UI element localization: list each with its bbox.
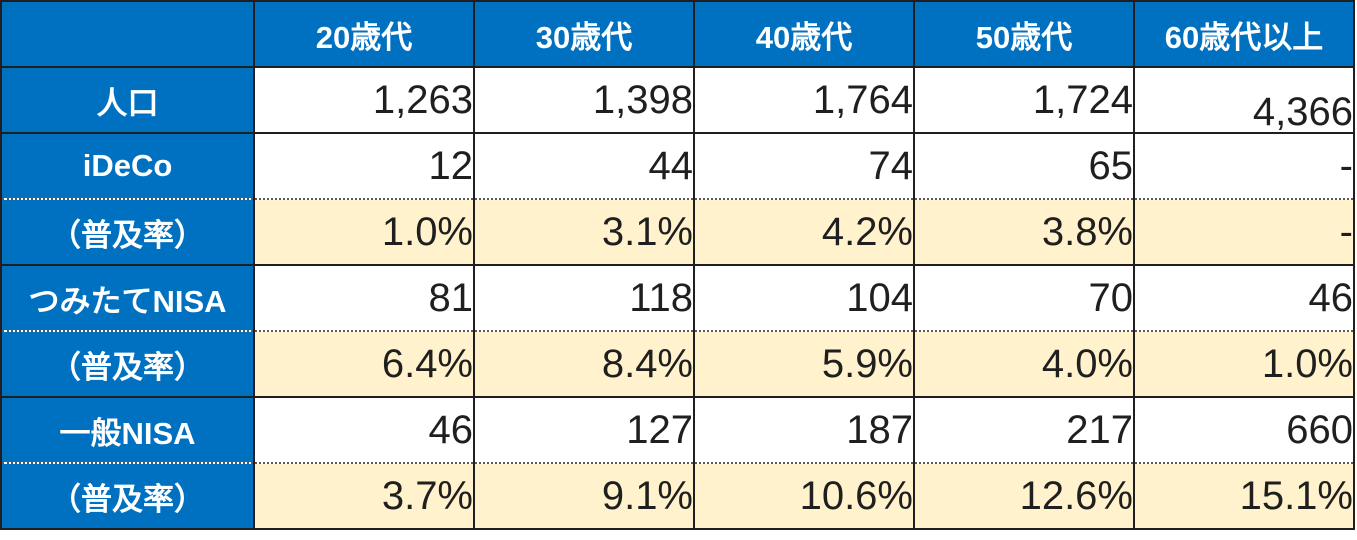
table-row-population: 人口 1,263 1,398 1,764 1,724 4,366 xyxy=(0,66,1355,134)
cell-ideco-col1: 44 xyxy=(473,132,695,200)
cell-ideco-col4: - xyxy=(1133,132,1355,200)
cell-tsumitate-nisa-rate-col0: 6.4% xyxy=(253,330,475,398)
table-body: 人口 1,263 1,398 1,764 1,724 4,366 iDeCo 12 44 74 65… xyxy=(0,66,1355,530)
header-row: 20歳代 30歳代 40歳代 50歳代 60歳代以上 xyxy=(0,0,1355,68)
cell-ideco-rate-col0: 1.0% xyxy=(253,198,475,266)
cell-tsumitate-nisa-col0: 81 xyxy=(253,264,475,332)
cell-tsumitate-nisa-rate-col2: 5.9% xyxy=(693,330,915,398)
cell-general-nisa-rate-col4: 15.1% xyxy=(1133,462,1355,530)
table-header: 20歳代 30歳代 40歳代 50歳代 60歳代以上 xyxy=(0,0,1355,68)
cell-general-nisa-col4: 660 xyxy=(1133,396,1355,464)
cell-ideco-rate-col1: 3.1% xyxy=(473,198,695,266)
cell-tsumitate-nisa-col4: 46 xyxy=(1133,264,1355,332)
cell-population-col4: 4,366 xyxy=(1133,66,1355,134)
column-header-1: 30歳代 xyxy=(473,0,695,68)
cell-tsumitate-nisa-col3: 70 xyxy=(913,264,1135,332)
cell-tsumitate-nisa-col1: 118 xyxy=(473,264,695,332)
cell-ideco-col0: 12 xyxy=(253,132,475,200)
cell-general-nisa-col2: 187 xyxy=(693,396,915,464)
cell-general-nisa-rate-col0: 3.7% xyxy=(253,462,475,530)
cell-population-col3: 1,724 xyxy=(913,66,1135,134)
row-label-tsumitate-nisa: つみたてNISA xyxy=(0,264,255,332)
cell-tsumitate-nisa-rate-col4: 1.0% xyxy=(1133,330,1355,398)
cell-general-nisa-col3: 217 xyxy=(913,396,1135,464)
cell-population-col1: 1,398 xyxy=(473,66,695,134)
column-header-2: 40歳代 xyxy=(693,0,915,68)
cell-tsumitate-nisa-rate-col3: 4.0% xyxy=(913,330,1135,398)
table-row-general-nisa: 一般NISA 46 127 187 217 660 xyxy=(0,396,1355,464)
table-row-ideco-rate: （普及率） 1.0% 3.1% 4.2% 3.8% - xyxy=(0,198,1355,266)
cell-general-nisa-rate-col3: 12.6% xyxy=(913,462,1135,530)
cell-tsumitate-nisa-rate-col1: 8.4% xyxy=(473,330,695,398)
cell-population-col0: 1,263 xyxy=(253,66,475,134)
row-label-ideco: iDeCo xyxy=(0,132,255,200)
row-label-general-nisa-rate: （普及率） xyxy=(0,462,255,530)
cell-ideco-col3: 65 xyxy=(913,132,1135,200)
row-label-population: 人口 xyxy=(0,66,255,134)
cell-population-col2: 1,764 xyxy=(693,66,915,134)
cell-ideco-rate-col3: 3.8% xyxy=(913,198,1135,266)
cell-ideco-col2: 74 xyxy=(693,132,915,200)
row-label-tsumitate-nisa-rate: （普及率） xyxy=(0,330,255,398)
row-label-ideco-rate: （普及率） xyxy=(0,198,255,266)
cell-tsumitate-nisa-col2: 104 xyxy=(693,264,915,332)
row-label-general-nisa: 一般NISA xyxy=(0,396,255,464)
table-row-tsumitate-nisa-rate: （普及率） 6.4% 8.4% 5.9% 4.0% 1.0% xyxy=(0,330,1355,398)
cell-general-nisa-rate-col1: 9.1% xyxy=(473,462,695,530)
corner-cell xyxy=(0,0,255,68)
column-header-4: 60歳代以上 xyxy=(1133,0,1355,68)
cell-general-nisa-col1: 127 xyxy=(473,396,695,464)
table-row-ideco: iDeCo 12 44 74 65- xyxy=(0,132,1355,200)
cell-general-nisa-rate-col2: 10.6% xyxy=(693,462,915,530)
column-header-3: 50歳代 xyxy=(913,0,1135,68)
cell-ideco-rate-col4: - xyxy=(1133,198,1355,266)
cell-ideco-rate-col2: 4.2% xyxy=(693,198,915,266)
table-row-general-nisa-rate: （普及率） 3.7% 9.1% 10.6% 12.6% 15.1% xyxy=(0,462,1355,530)
table-row-tsumitate-nisa: つみたてNISA 81 118 104 70 46 xyxy=(0,264,1355,332)
column-header-0: 20歳代 xyxy=(253,0,475,68)
cell-general-nisa-col0: 46 xyxy=(253,396,475,464)
